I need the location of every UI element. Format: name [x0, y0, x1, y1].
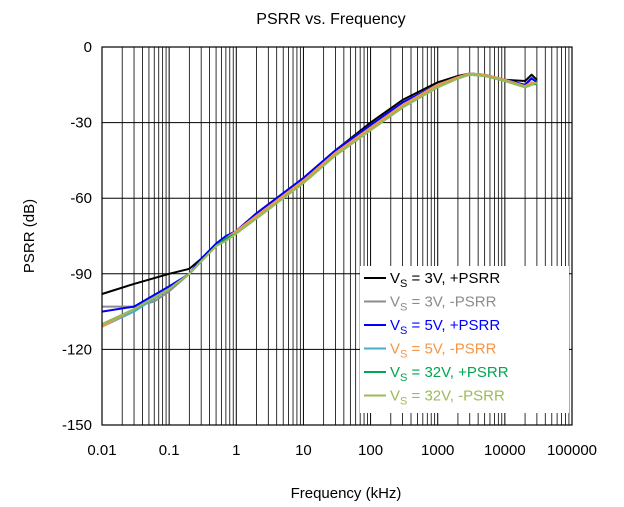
x-tick-label: 0.01 [87, 442, 116, 459]
legend-label: VS = 32V, +PSRR [390, 364, 509, 384]
plot-frame [101, 46, 573, 426]
y-tick-label: -30 [70, 115, 92, 132]
y-tick-label: -60 [70, 190, 92, 207]
x-tick-label: 100 [358, 442, 383, 459]
x-tick-label: 100000 [547, 442, 597, 459]
x-tick-label: 1 [232, 442, 240, 459]
legend-background [360, 266, 569, 413]
legend-label: VS = 5V, -PSRR [390, 341, 497, 361]
x-tick-label: 1000 [421, 442, 454, 459]
legend-label: VS = 3V, +PSRR [390, 270, 500, 290]
legend-label: VS = 5V, +PSRR [390, 317, 500, 337]
x-tick-label: 10000 [484, 442, 526, 459]
x-tick-label: 10 [295, 442, 312, 459]
y-tick-label: -90 [70, 266, 92, 283]
x-tick-label: 0.1 [159, 442, 180, 459]
y-tick-label: -120 [62, 341, 92, 358]
y-tick-label: -150 [62, 417, 92, 434]
chart-title: PSRR vs. Frequency [256, 11, 405, 28]
series-lines [101, 72, 538, 328]
series-line [101, 73, 538, 326]
x-axis-ticks: 0.01 0.1 1 10 100 1000 10000 100000 [87, 442, 597, 459]
legend: VS = 3V, +PSRR VS = 3V, -PSRR VS = 5V, +PS… [360, 266, 569, 413]
y-axis-ticks: 0 -30 -60 -90 -120 -150 [62, 39, 92, 434]
legend-label: VS = 3V, -PSRR [390, 294, 497, 314]
x-axis-label: Frequency (kHz) [291, 485, 402, 502]
legend-label: VS = 32V, -PSRR [390, 388, 505, 408]
y-tick-label: 0 [84, 39, 92, 56]
y-axis-label: PSRR (dB) [21, 199, 38, 273]
series-line [101, 72, 538, 295]
